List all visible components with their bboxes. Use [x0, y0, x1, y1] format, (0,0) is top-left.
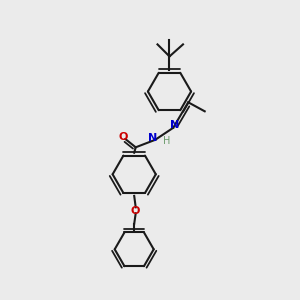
Text: H: H [163, 136, 170, 146]
Text: N: N [148, 133, 158, 143]
Text: O: O [131, 206, 140, 216]
Text: O: O [118, 131, 128, 142]
Text: N: N [170, 120, 179, 130]
